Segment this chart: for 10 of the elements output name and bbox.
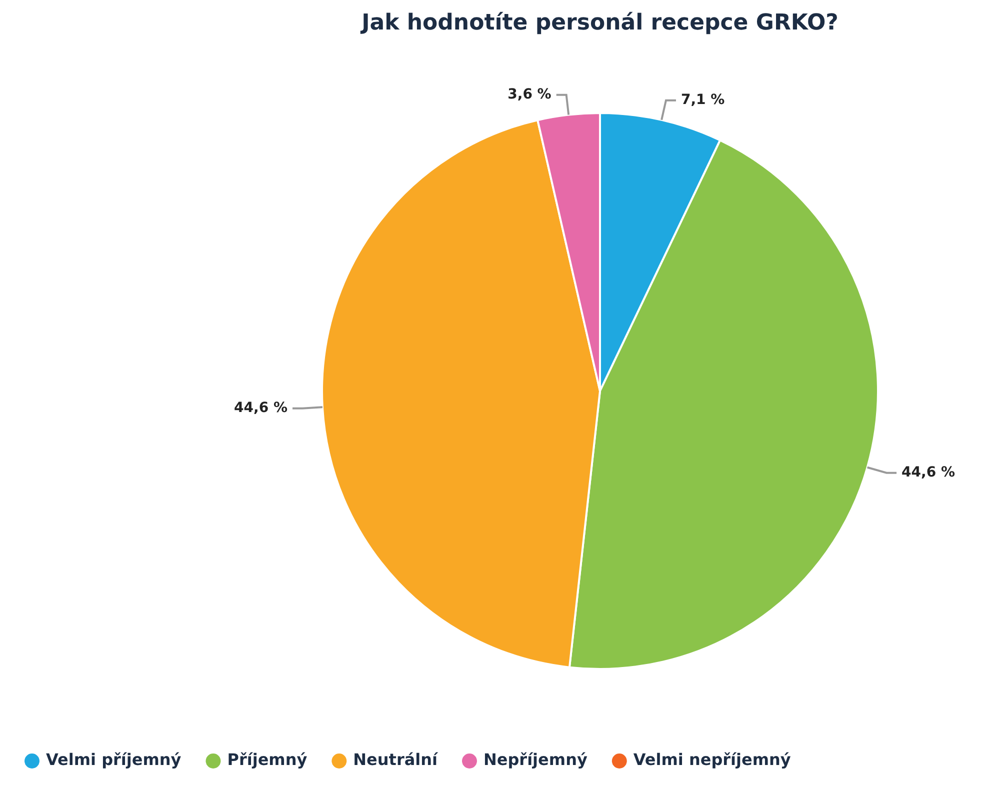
legend-label: Velmi nepříjemný: [633, 750, 792, 770]
legend-label: Neutrální: [353, 750, 439, 770]
legend-label: Velmi příjemný: [46, 750, 182, 770]
data-label: 44,6 %: [234, 400, 288, 416]
data-label: 3,6 %: [508, 86, 552, 103]
legend-label: Nepříjemný: [483, 750, 588, 770]
data-label: 44,6 %: [902, 464, 955, 481]
chart-title: Jak hodnotíte personál recepce GRKO?: [360, 10, 838, 36]
data-label: 7,1 %: [680, 92, 725, 108]
legend-label: Příjemný: [227, 750, 308, 770]
